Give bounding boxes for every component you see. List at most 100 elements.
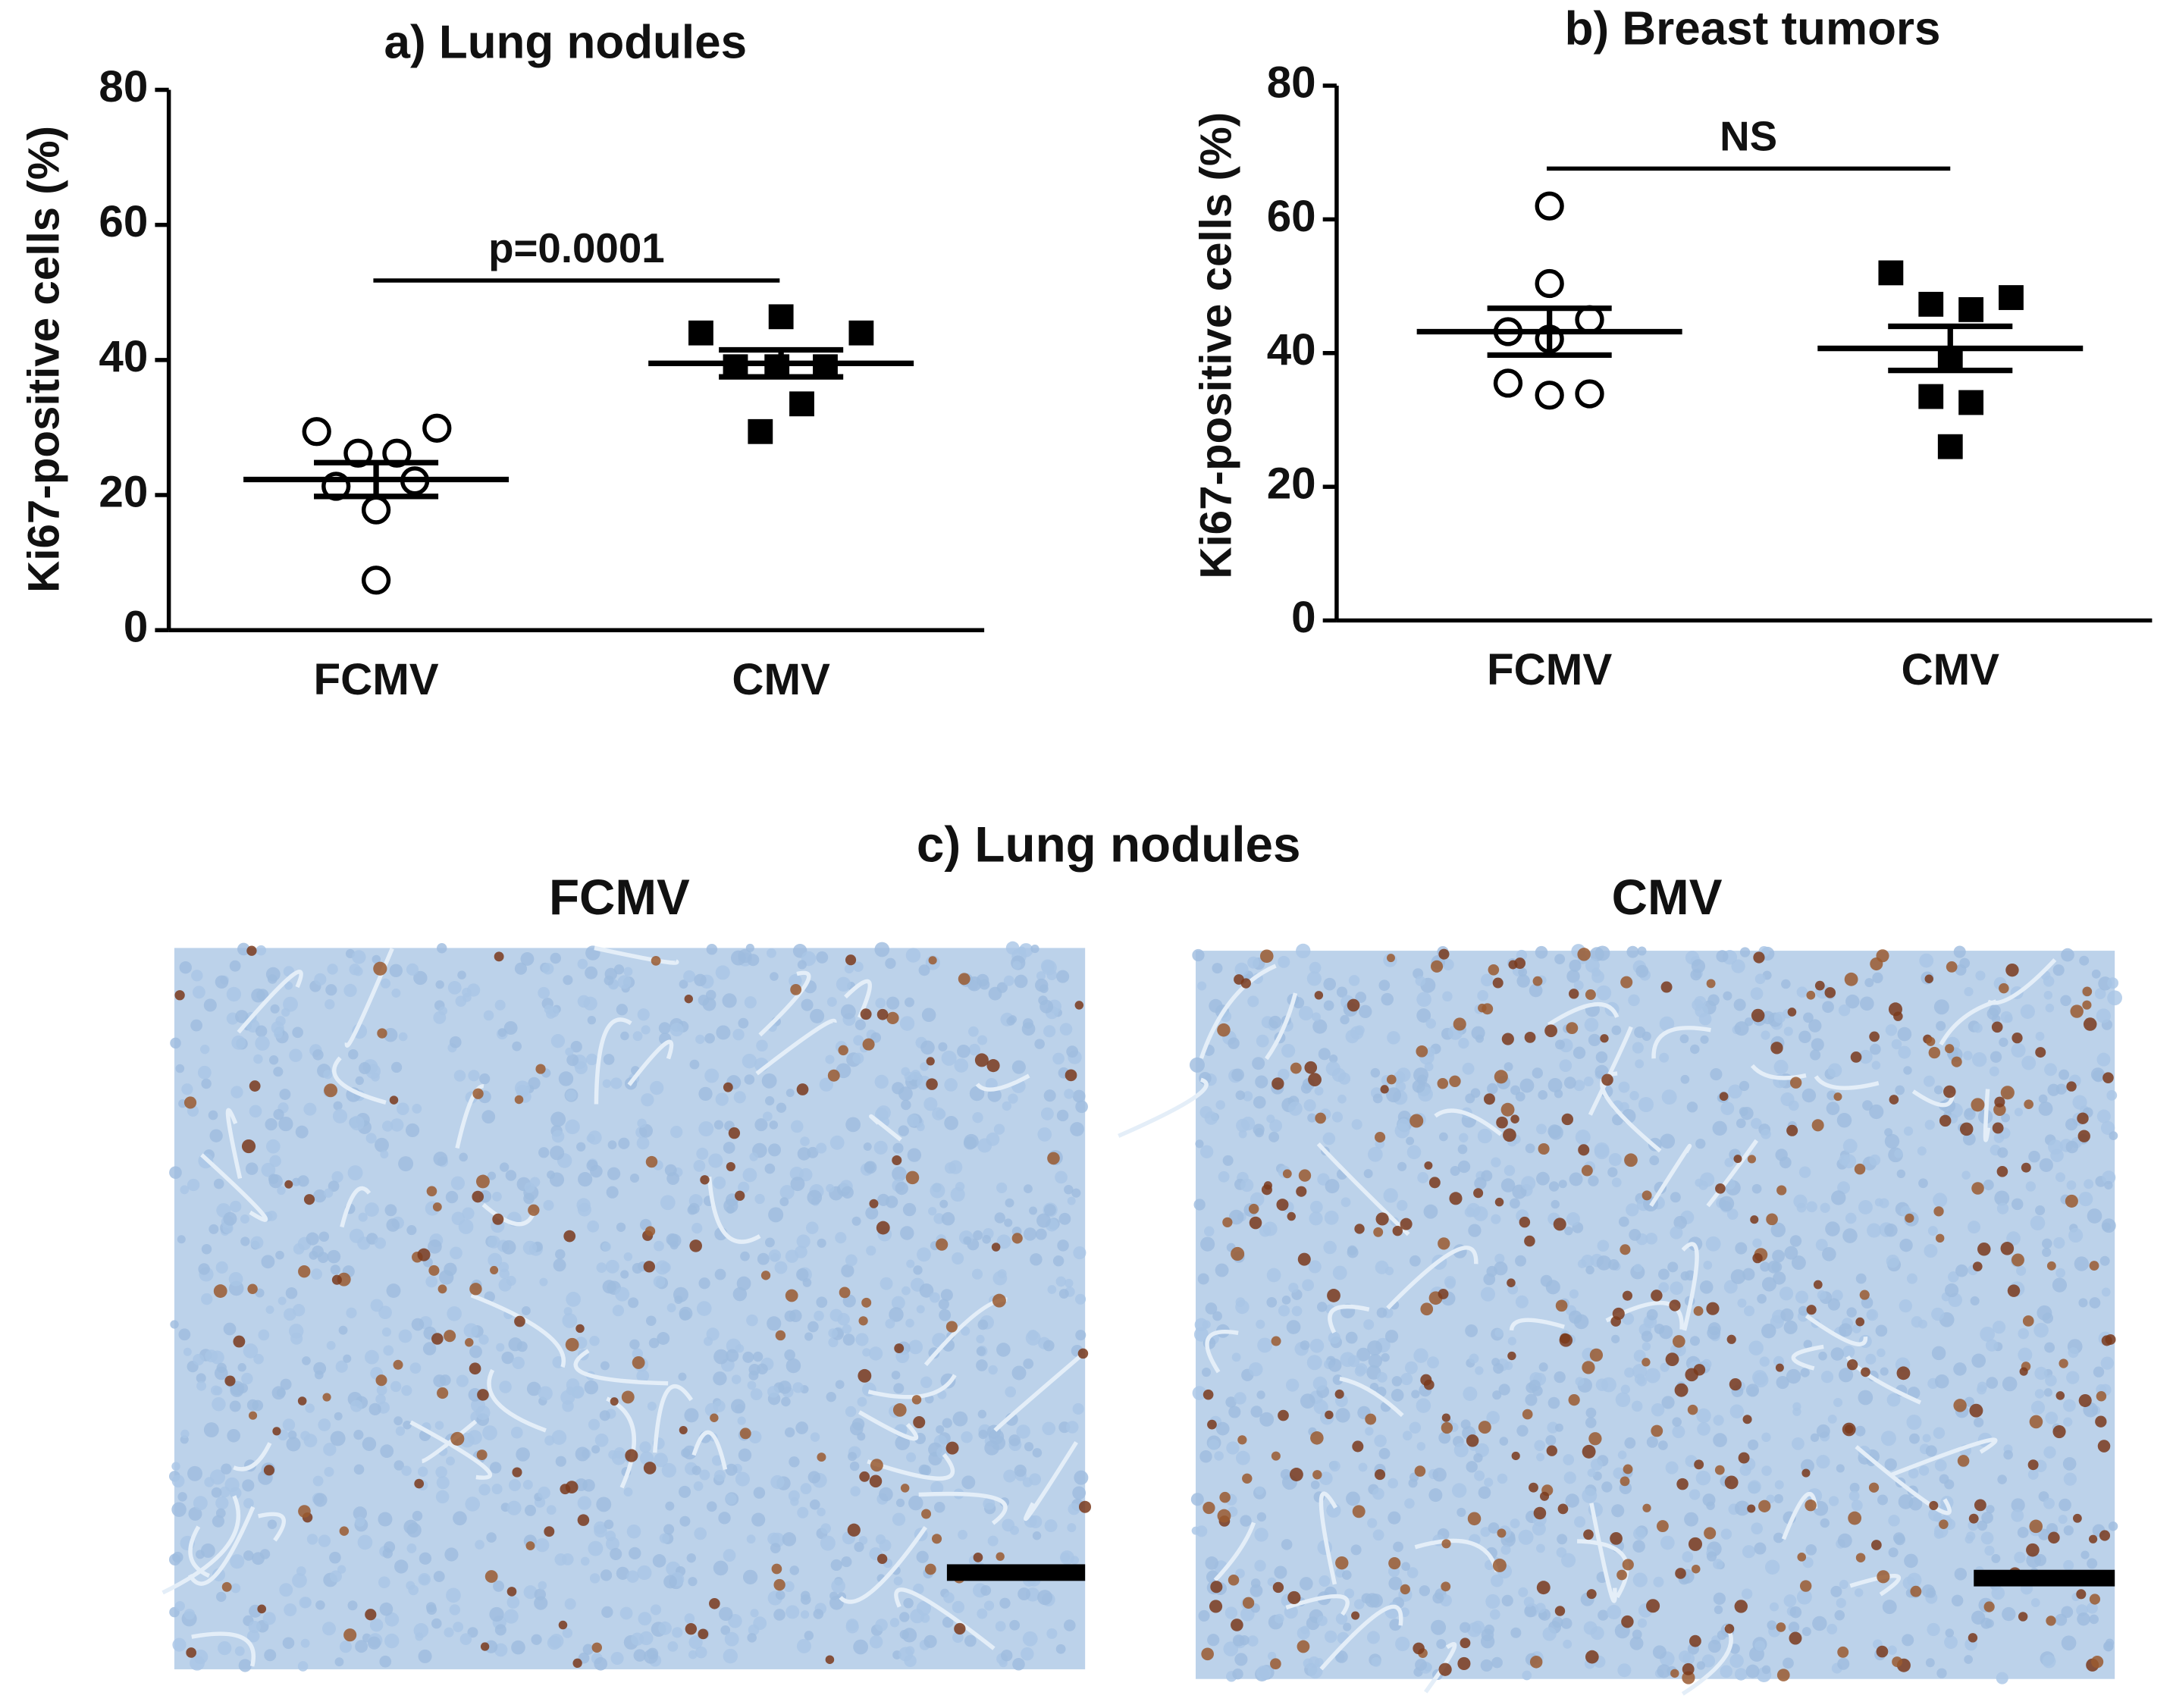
stained-nucleus [2052,1424,2066,1439]
stained-nucleus [735,1190,745,1201]
cell [1315,1657,1324,1667]
cell [706,1501,717,1512]
cell [604,1519,614,1530]
cell [705,989,716,1001]
cell [1673,1215,1687,1230]
cell [242,1479,255,1492]
stained-nucleus [322,1393,331,1402]
cell [1241,1116,1256,1131]
cell [2030,1598,2040,1607]
cell [1961,1171,1971,1180]
stained-nucleus [1441,1581,1451,1592]
stained-nucleus [1855,1553,1866,1562]
cell [449,1604,460,1616]
cell [389,964,403,978]
stained-nucleus [945,1321,958,1333]
cell [1029,1206,1037,1215]
stained-nucleus [876,1553,888,1564]
cell [1436,1639,1447,1650]
cell [737,1416,746,1425]
stained-nucleus [625,1449,638,1462]
cell [1776,1375,1789,1390]
cell [725,1493,737,1505]
stained-nucleus [1497,1528,1507,1538]
cell [493,1580,504,1592]
cell [916,1550,929,1563]
stained-nucleus [1896,1366,1911,1381]
cell [1917,1146,1927,1156]
cell [1798,1305,1808,1316]
cell [2078,1192,2093,1207]
cell [2030,1400,2046,1415]
cell [465,1496,481,1512]
data-point [1535,381,1564,410]
cell [1318,1048,1331,1061]
stained-nucleus [1219,1491,1231,1503]
data-point [361,495,391,525]
cell [1484,1478,1494,1487]
cell [1558,1180,1567,1189]
cell [1256,1319,1265,1329]
cell [1212,1311,1222,1321]
stroma [258,1512,287,1542]
stained-nucleus [1544,1024,1557,1038]
stroma [1983,1089,1991,1142]
cell [1477,1128,1493,1144]
cell [952,1600,965,1614]
cell [779,1185,795,1200]
cell [1712,1120,1727,1136]
cell [1005,1198,1014,1208]
cell [1457,1507,1466,1517]
cell [770,1543,781,1553]
cell [353,1464,365,1475]
cell [566,1054,579,1067]
cell [284,1603,297,1617]
cell [1397,1199,1408,1211]
cell [1205,1302,1218,1315]
cell [1478,1486,1491,1500]
cell [183,1609,196,1620]
cell [327,1249,341,1264]
cell [215,1496,229,1510]
cell [311,1268,322,1280]
cell [796,1638,811,1653]
cell [1254,1127,1264,1138]
cell [1480,973,1494,987]
cell [230,1383,244,1397]
stained-nucleus [1453,1017,1466,1031]
cell [1754,973,1766,985]
cell [1002,1101,1011,1111]
cell [679,1515,691,1527]
stained-nucleus [1409,1114,1424,1128]
cell [235,1010,249,1023]
cell [383,1027,398,1042]
cell [375,1393,386,1405]
cell [417,1466,428,1478]
cell [901,1099,911,1111]
cell [1063,1619,1076,1631]
cell [170,1037,181,1049]
cell [1934,1459,1947,1471]
stained-nucleus [996,1552,1005,1561]
cell [279,1583,293,1597]
cell [1532,1067,1543,1079]
cell [213,1386,223,1396]
cell [1453,1443,1469,1458]
cell [813,1609,824,1619]
cell [1487,1083,1498,1095]
stained-nucleus [1242,1597,1255,1609]
stained-nucleus [723,1082,733,1092]
cell [1375,1260,1389,1274]
cell [2084,1179,2094,1189]
cell [1629,1091,1639,1101]
cell [453,1511,467,1526]
stained-nucleus [1335,1556,1349,1570]
cell [679,1306,693,1321]
stained-nucleus [1261,1184,1272,1196]
cell [516,1447,530,1462]
cell [979,979,990,990]
cell [1198,1609,1210,1622]
stained-nucleus [469,1283,482,1296]
cell [704,1033,715,1044]
